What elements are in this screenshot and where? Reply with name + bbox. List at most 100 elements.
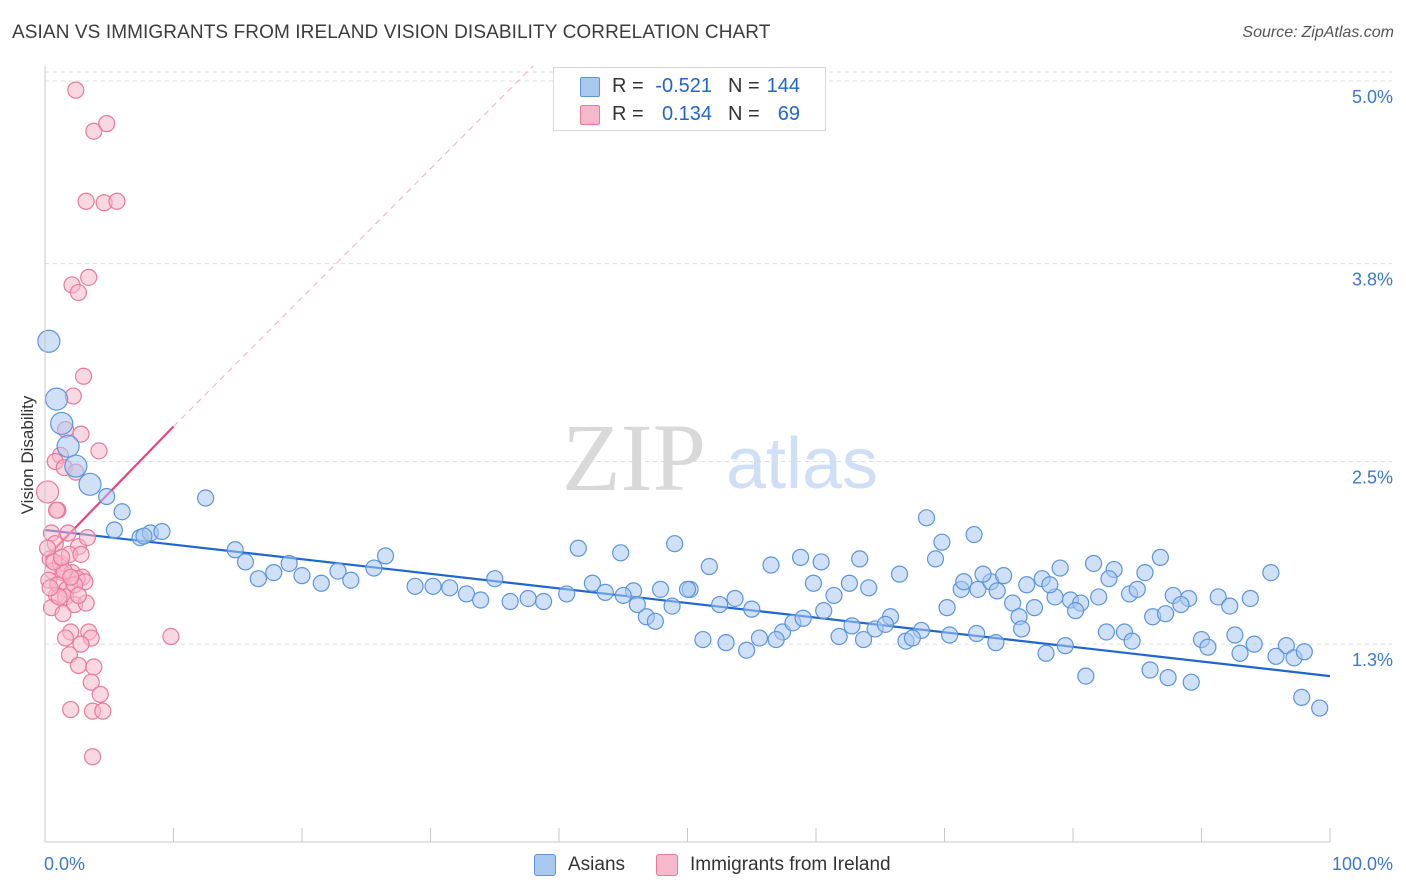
- source-label: Source:: [1242, 24, 1298, 41]
- asian-point: [825, 586, 843, 605]
- n-label: N =: [728, 103, 760, 125]
- ireland-point: [62, 700, 80, 719]
- asian-point: [743, 600, 761, 618]
- asian-point: [280, 554, 298, 573]
- asian-point: [1226, 626, 1244, 644]
- ireland-point: [82, 673, 100, 691]
- asian-point: [767, 630, 785, 649]
- ireland-point: [85, 122, 103, 140]
- asian-point: [424, 577, 442, 595]
- ireland-legend-swatch: [656, 854, 678, 876]
- asian-point: [974, 565, 992, 583]
- source-value: ZipAtlas.com: [1301, 24, 1394, 41]
- asian-point: [987, 634, 1005, 652]
- ireland-point: [78, 528, 97, 547]
- asian-point: [1025, 599, 1044, 617]
- asian-point: [113, 503, 131, 521]
- asian-point: [1037, 644, 1055, 662]
- asian-point: [717, 634, 735, 652]
- asian-point: [1100, 570, 1118, 588]
- ireland-point: [41, 579, 59, 597]
- asian-point: [98, 487, 116, 506]
- asian-point: [663, 597, 681, 615]
- ireland-point: [108, 192, 126, 210]
- asian-point: [938, 599, 956, 617]
- asian-point: [614, 586, 632, 605]
- asian-point: [804, 574, 823, 592]
- ireland-swatch: [580, 105, 600, 125]
- asian-point: [501, 592, 519, 611]
- ireland-point: [69, 283, 88, 302]
- y-tick-label: 1.3%: [1352, 650, 1393, 670]
- asian-point: [965, 525, 983, 544]
- asian-point: [56, 434, 80, 458]
- asian-point: [534, 592, 553, 611]
- asians-swatch: [580, 77, 600, 97]
- asian-point: [651, 580, 670, 598]
- asian-point: [1077, 667, 1095, 685]
- asian-point: [1241, 589, 1259, 608]
- ireland-point: [69, 586, 88, 605]
- asian-point: [830, 627, 848, 646]
- ireland-point: [56, 629, 75, 647]
- asian-point: [1051, 559, 1069, 577]
- asian-point: [50, 411, 74, 436]
- n-value: 69: [777, 103, 800, 125]
- ireland-point: [69, 656, 88, 675]
- y-tick-label: 2.5%: [1352, 468, 1393, 488]
- asian-point: [995, 567, 1013, 585]
- ireland-point: [83, 748, 102, 766]
- ireland-point: [53, 548, 71, 566]
- asian-point: [917, 509, 936, 527]
- asian-point: [265, 564, 283, 582]
- asian-point: [329, 562, 347, 580]
- asian-point: [812, 553, 830, 571]
- asian-point: [854, 630, 873, 649]
- asian-point: [236, 553, 255, 571]
- asian-point: [738, 641, 756, 659]
- asian-point: [342, 571, 360, 589]
- ireland-point: [85, 658, 103, 676]
- asian-point: [64, 454, 88, 478]
- asian-point: [37, 329, 61, 353]
- axes: 1.3% 2.5% 3.8% 5.0% 0.0% 100.0%: [44, 66, 1393, 874]
- asian-point: [694, 630, 712, 649]
- ireland-point: [77, 192, 95, 210]
- asian-point: [406, 577, 424, 595]
- asian-point: [678, 580, 697, 598]
- asian-point: [558, 585, 576, 603]
- asian-point: [1277, 637, 1295, 655]
- asian-point: [197, 489, 215, 507]
- ireland-point: [72, 635, 90, 653]
- y-tick-label: 3.8%: [1352, 270, 1393, 290]
- asian-point: [44, 387, 69, 411]
- asian-point: [843, 617, 861, 635]
- asian-point: [249, 570, 267, 588]
- asian-point: [1136, 564, 1154, 582]
- asian-point: [876, 615, 894, 633]
- r-label: R =: [612, 103, 644, 125]
- ireland-point: [72, 545, 90, 563]
- ireland-point: [80, 268, 98, 286]
- asian-point: [365, 559, 383, 577]
- asian-point: [840, 574, 859, 592]
- asian-point: [726, 589, 744, 608]
- ireland-point: [72, 425, 90, 443]
- chart-title: ASIAN VS IMMIGRANTS FROM IRELAND VISION …: [12, 22, 771, 43]
- r-value: 0.134: [661, 103, 712, 125]
- asian-point: [988, 582, 1006, 600]
- asian-point: [78, 472, 102, 496]
- asian-point: [628, 595, 646, 614]
- asian-point: [1090, 588, 1108, 606]
- asian-point: [750, 629, 769, 647]
- asian-point: [1182, 673, 1200, 691]
- asian-point: [569, 539, 587, 557]
- asian-point: [312, 574, 330, 592]
- asian-point: [1128, 580, 1146, 598]
- watermark: ZIP atlas: [562, 404, 878, 511]
- asian-point: [1018, 576, 1036, 594]
- asian-point: [926, 550, 945, 568]
- asian-point: [933, 533, 951, 551]
- asian-point: [486, 570, 504, 588]
